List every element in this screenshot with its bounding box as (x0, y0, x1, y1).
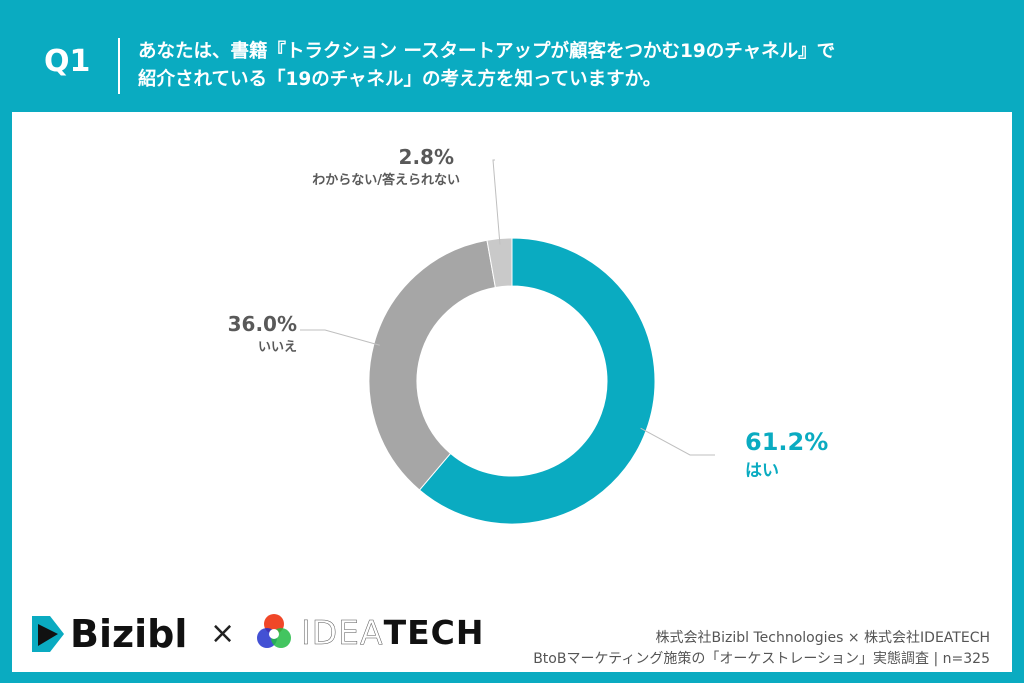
ideatech-color-icon (257, 614, 291, 648)
times-sign: × (210, 616, 236, 651)
category-label-yes: はい (745, 461, 779, 481)
label-unknown: 2.8% わからない/答えられない (312, 145, 460, 188)
value-label-yes: 61.2% (745, 428, 829, 456)
category-label-unknown: わからない/答えられない (312, 173, 460, 188)
slice-no (368, 239, 496, 491)
question-line-2: 紹介されている「19のチャネル」の考え方を知っていますか。 (138, 69, 662, 90)
divider (118, 38, 120, 94)
question-line-1: あなたは、書籍『トラクション ースタートアップが顧客をつかむ19のチャネル』で (138, 41, 836, 62)
ideatech-light: IDEA (301, 612, 384, 652)
ideatech-logo: IDEA TECH (255, 612, 484, 652)
leader-line-unknown (492, 159, 501, 245)
survey-line: BtoBマーケティング施策の「オーケストレーション」実態調査 | n=325 (533, 651, 990, 667)
label-yes: 61.2% はい (745, 428, 828, 481)
credit-line: 株式会社Bizibl Technologies × 株式会社IDEATECH (655, 630, 990, 646)
category-label-no: いいえ (257, 340, 297, 355)
bizibl-logo-text: Bizibl (70, 612, 188, 656)
footer-credit: 株式会社Bizibl Technologies × 株式会社IDEATECH B… (533, 628, 990, 670)
question-id: Q1 (44, 44, 91, 79)
leader-line-no (300, 329, 380, 346)
slice-unknown (486, 237, 513, 289)
question-text: あなたは、書籍『トラクション ースタートアップが顧客をつかむ19のチャネル』で … (138, 38, 835, 94)
leader-line-yes (640, 427, 715, 456)
slice-yes (418, 237, 656, 525)
value-label-unknown: 2.8% (398, 145, 454, 169)
value-label-no: 36.0% (227, 312, 297, 336)
bizibl-play-icon (32, 616, 64, 652)
bizibl-logo: Bizibl (30, 612, 187, 656)
chart-panel (12, 112, 1012, 672)
label-no: 36.0% いいえ (228, 312, 297, 355)
ideatech-bold: TECH (383, 612, 485, 652)
